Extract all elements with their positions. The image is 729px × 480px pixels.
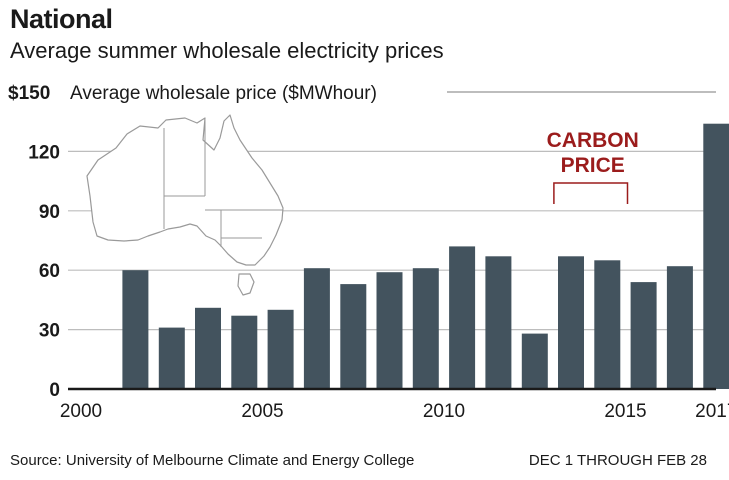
period-note: DEC 1 THROUGH FEB 28 — [528, 452, 707, 469]
y-axis-label: Average wholesale price ($MWhour) — [70, 83, 377, 104]
chart-subtitle: Average summer wholesale electricity pri… — [10, 38, 444, 63]
source-note: Source: University of Melbourne Climate … — [10, 452, 415, 469]
bar-2003 — [195, 307, 221, 389]
bar-2013 — [558, 256, 584, 389]
y-tick-label: 60 — [39, 261, 60, 282]
bar-2017 — [703, 123, 729, 389]
bar-2001 — [122, 270, 149, 389]
bar-2005 — [267, 309, 294, 389]
x-tick-label: 2010 — [423, 401, 465, 422]
bar-2011 — [485, 256, 512, 389]
bar-2014 — [594, 260, 621, 389]
y-tick-label: 120 — [28, 142, 60, 163]
annotation-line-2: PRICE — [561, 154, 625, 177]
bar-2010 — [449, 246, 476, 389]
x-tick-label: 2017 — [695, 401, 729, 422]
x-tick-label: 2015 — [604, 401, 646, 422]
annotation-bracket — [553, 182, 629, 204]
australia-map-icon — [86, 114, 284, 296]
bar-2009 — [412, 268, 439, 389]
x-tick-label: 2000 — [60, 401, 102, 422]
bar-2002 — [158, 327, 185, 389]
bar-2012 — [521, 333, 548, 389]
x-tick-label: 2005 — [241, 401, 283, 422]
bar-2016 — [666, 266, 693, 389]
carbon-price-annotation: CARBON PRICE — [547, 129, 639, 204]
y-tick-label: 30 — [39, 321, 60, 342]
bars — [122, 123, 729, 389]
x-axis-ticks: 2000 2005 2010 2015 2017 — [60, 401, 729, 422]
y-tick-label: 90 — [39, 202, 60, 223]
y-axis-ticks: 0 30 60 90 120 — [28, 142, 60, 401]
bar-2006 — [303, 268, 330, 389]
bar-2007 — [340, 284, 367, 389]
bar-2008 — [376, 272, 403, 389]
bar-2015 — [630, 282, 657, 389]
chart-headline: National — [10, 4, 113, 34]
bar-2004 — [231, 315, 258, 389]
annotation-line-1: CARBON — [547, 129, 639, 152]
y-tick-label: 0 — [49, 380, 60, 401]
y-axis-top-label: $150 — [8, 83, 50, 104]
